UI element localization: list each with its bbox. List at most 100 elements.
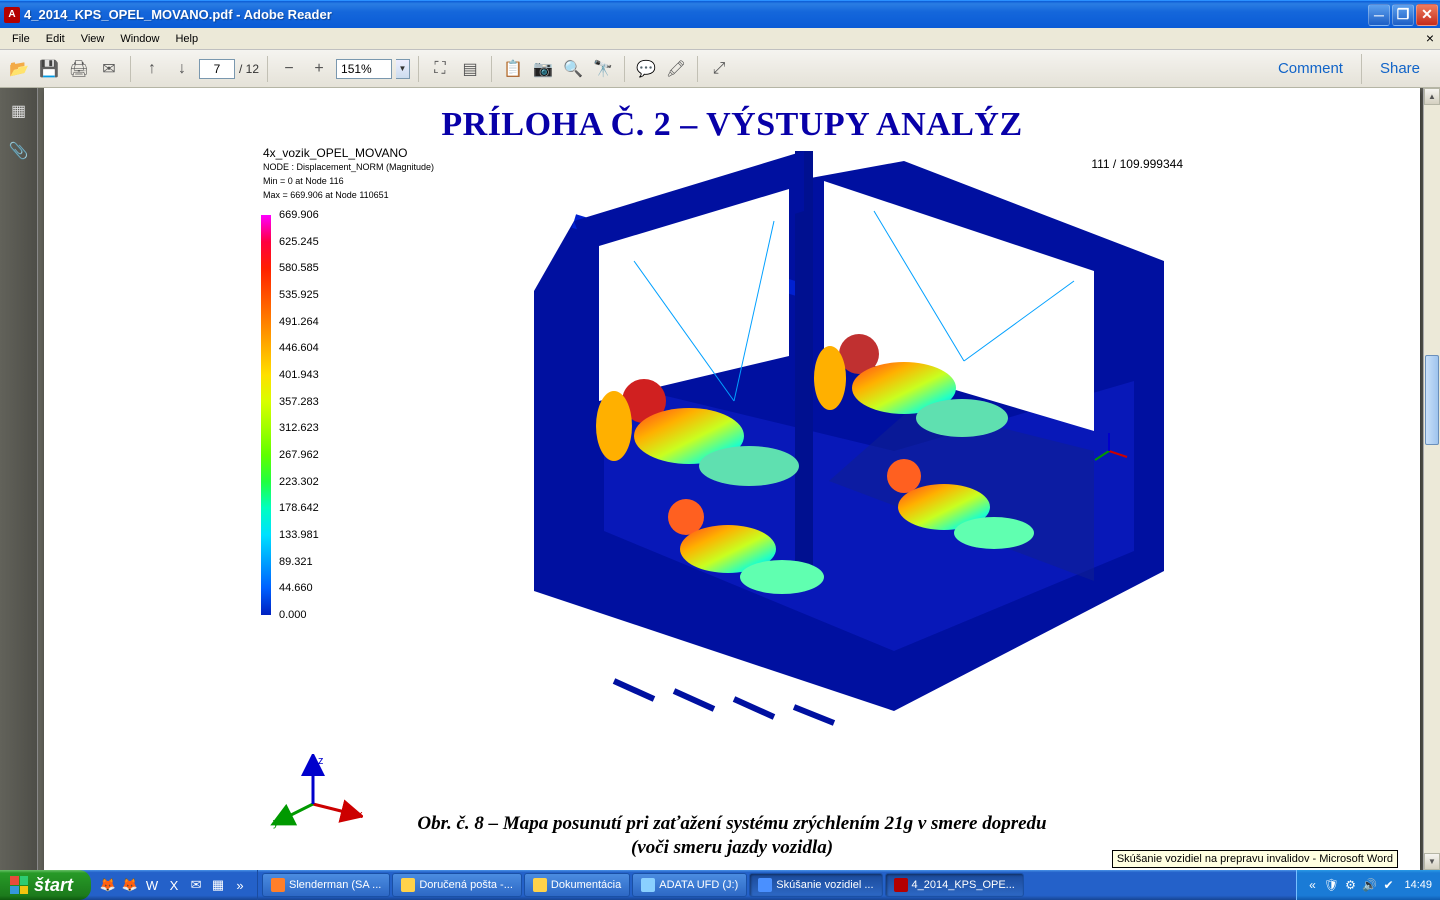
attachments-icon[interactable]: 📎 [8,140,30,162]
legend-value: 491.264 [279,316,319,328]
sticky-note-icon[interactable]: 💬 [633,56,659,82]
start-button[interactable]: štart [0,870,91,900]
quick-launch-icon[interactable]: ▦ [209,876,227,894]
nav-sidebar: ▦ 📎 [0,88,38,870]
quick-launch: 🦊🦊WX✉▦» [91,870,258,900]
scroll-up-icon[interactable]: ▲ [1424,88,1440,105]
tray-icon[interactable]: ✔ [1381,878,1395,892]
find-icon[interactable]: 🔭 [590,56,616,82]
search-icon[interactable]: 🔍 [560,56,586,82]
tray-icon[interactable]: 🔊 [1362,878,1376,892]
legend-value: 0.000 [279,609,307,621]
legend-value: 133.981 [279,529,319,541]
menu-edit[interactable]: Edit [38,31,73,47]
taskbar-tasks: Slenderman (SA ... Doručená pošta -... Dok… [258,870,1296,900]
legend-bar [261,215,271,615]
task-label: Dokumentácia [551,879,621,891]
taskbar-tooltip: Skúšanie vozidiel na prepravu invalidov … [1112,850,1398,868]
quick-launch-icon[interactable]: » [231,876,249,894]
zoom-dropdown-icon[interactable]: ▼ [396,59,410,79]
taskbar-task[interactable]: Doručená pošta -... [392,873,522,897]
scroll-thumb[interactable] [1425,355,1439,445]
page-up-icon[interactable]: ↑ [139,56,165,82]
close-button[interactable]: ✕ [1416,4,1438,26]
page-total-label: / 12 [239,62,259,76]
quick-launch-icon[interactable]: 🦊 [121,876,139,894]
tray-icon[interactable]: « [1305,878,1319,892]
close-doc-icon[interactable]: × [1426,30,1434,46]
zoom-in-icon[interactable]: + [306,56,332,82]
open-icon[interactable]: 📂 [6,56,32,82]
separator [697,56,698,82]
taskbar-task[interactable]: Slenderman (SA ... [262,873,390,897]
tray-icon[interactable]: 🛡 [1324,878,1338,892]
snapshot-icon[interactable]: 📷 [530,56,556,82]
pdf-icon [4,7,20,23]
document-page: PRÍLOHA Č. 2 – VÝSTUPY ANALÝZ 4x_vozik_O… [44,88,1420,870]
zoom-input[interactable] [336,59,392,79]
save-icon[interactable]: 💾 [36,56,62,82]
vertical-scrollbar[interactable]: ▲ ▼ [1423,88,1440,870]
quick-launch-icon[interactable]: X [165,876,183,894]
fit-width-icon[interactable]: ⛶ [427,56,453,82]
legend-value: 312.623 [279,422,319,434]
separator [491,56,492,82]
task-label: Doručená pošta -... [419,879,513,891]
legend-value: 357.283 [279,396,319,408]
legend-value: 89.321 [279,556,313,568]
thumbnails-icon[interactable]: ▦ [8,100,30,122]
zoom-out-icon[interactable]: − [276,56,302,82]
menu-help[interactable]: Help [167,31,206,47]
legend-value: 669.906 [279,209,319,221]
clock: 14:49 [1400,879,1432,891]
tray-icon[interactable]: ⚙ [1343,878,1357,892]
task-icon [401,878,415,892]
quick-launch-icon[interactable]: W [143,876,161,894]
windows-taskbar: štart 🦊🦊WX✉▦» Slenderman (SA ...Doručená… [0,870,1440,900]
maximize-button[interactable]: ❐ [1392,4,1414,26]
fullscreen-icon[interactable]: ⤢ [706,56,732,82]
scroll-track[interactable] [1424,105,1440,853]
quick-launch-icon[interactable]: 🦊 [99,876,117,894]
comment-link[interactable]: Comment [1264,60,1357,77]
task-label: Slenderman (SA ... [289,879,381,891]
menu-file[interactable]: File [4,31,38,47]
separator [267,56,268,82]
highlight-icon[interactable]: 🖍 [663,56,689,82]
separator [1361,54,1362,84]
taskbar-task[interactable]: Skúšanie vozidiel ... [749,873,882,897]
caption-line-1: Obr. č. 8 – Mapa posunutí pri zaťažení s… [44,812,1420,836]
menu-bar: File Edit View Window Help × [0,28,1440,50]
legend-value: 223.302 [279,476,319,488]
scroll-down-icon[interactable]: ▼ [1424,853,1440,870]
separator [624,56,625,82]
window-title: 4_2014_KPS_OPEL_MOVANO.pdf - Adobe Reade… [24,7,332,22]
toolbar: 📂 💾 🖨 ✉ ↑ ↓ / 12 − + ▼ ⛶ ▤ 📋 📷 🔍 🔭 💬 🖍 ⤢… [0,50,1440,88]
task-label: Skúšanie vozidiel ... [776,879,873,891]
task-icon [641,878,655,892]
mail-icon[interactable]: ✉ [96,56,122,82]
share-link[interactable]: Share [1366,60,1434,77]
legend-value: 44.660 [279,582,313,594]
taskbar-task[interactable]: Dokumentácia [524,873,630,897]
menu-view[interactable]: View [73,31,113,47]
fem-model-graphic [374,151,1174,731]
page-down-icon[interactable]: ↓ [169,56,195,82]
menu-window[interactable]: Window [112,31,167,47]
window-titlebar: 4_2014_KPS_OPEL_MOVANO.pdf - Adobe Reade… [0,0,1440,28]
fit-page-icon[interactable]: ▤ [457,56,483,82]
separator [130,56,131,82]
task-icon [533,878,547,892]
task-label: 4_2014_KPS_OPE... [912,879,1015,891]
page-number-input[interactable] [199,59,235,79]
separator [418,56,419,82]
legend-value: 625.245 [279,236,319,248]
minimize-button[interactable]: ─ [1368,4,1390,26]
print-icon[interactable]: 🖨 [66,56,92,82]
taskbar-task[interactable]: ADATA UFD (J:) [632,873,747,897]
work-area: ▦ 📎 PRÍLOHA Č. 2 – VÝSTUPY ANALÝZ 4x_voz… [0,88,1440,870]
copy-icon[interactable]: 📋 [500,56,526,82]
quick-launch-icon[interactable]: ✉ [187,876,205,894]
taskbar-task[interactable]: 4_2014_KPS_OPE... [885,873,1024,897]
legend-value: 267.962 [279,449,319,461]
